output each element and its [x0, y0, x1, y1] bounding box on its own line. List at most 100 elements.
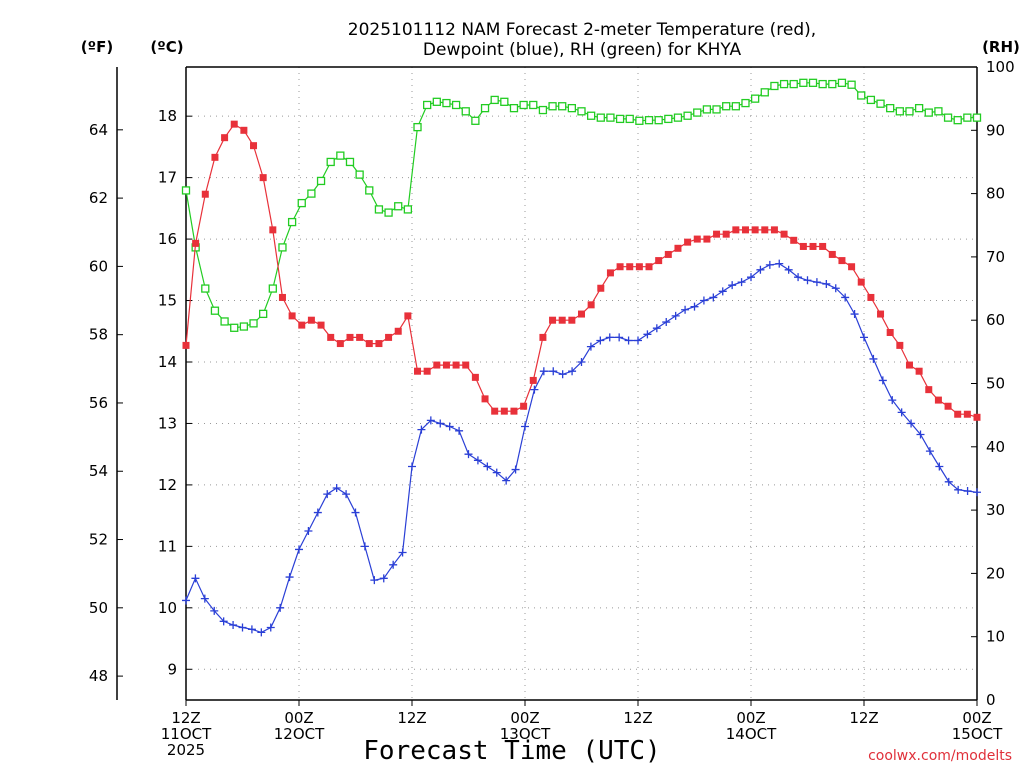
rh-point [741, 98, 750, 108]
temperature-point [201, 190, 209, 198]
rh-point [316, 176, 326, 186]
temperature-point [761, 226, 769, 234]
dewpoint-point [699, 296, 708, 305]
temperature-point [298, 321, 306, 329]
temperature-point [500, 407, 508, 415]
rh-point [336, 151, 345, 160]
dewpoint-point [502, 476, 511, 485]
rh-point [760, 88, 769, 97]
temperature-point [481, 395, 489, 403]
credit-text: coolwx.com/modelts [868, 748, 1012, 764]
dewpoint-point [586, 342, 595, 351]
celsius-tick-label: 14 [158, 353, 177, 371]
temperature-point [452, 361, 460, 369]
temperature-point [944, 402, 952, 410]
x-tick-label: 12Z [171, 709, 200, 727]
temperature-point [471, 373, 479, 381]
rh-tick-label: 90 [986, 121, 1005, 139]
rh-point [847, 80, 856, 89]
rh-point [683, 111, 692, 120]
dewpoint-point [624, 336, 633, 345]
dewpoint-point [737, 278, 746, 287]
rh-point [615, 114, 625, 124]
dewpoint-point [756, 265, 765, 274]
dewpoint-point [652, 324, 661, 333]
dewpoint-point [426, 416, 435, 425]
temperature-point [375, 340, 383, 348]
temperature-point [655, 257, 663, 265]
temperature-point [703, 235, 711, 243]
temperature-point [539, 333, 547, 341]
dewpoint-point [304, 526, 313, 535]
x-tick-label: 12Z [623, 709, 652, 727]
temperature-point [491, 407, 499, 415]
rh-point [586, 111, 596, 120]
dewpoint-point [229, 621, 238, 630]
dewpoint-point [596, 336, 605, 345]
temperature-point [819, 242, 827, 250]
rh-point [181, 186, 191, 195]
temperature-point [770, 226, 778, 234]
temperature-point [568, 316, 576, 324]
temperature-point [240, 126, 248, 134]
temperature-point [713, 230, 721, 238]
rh-point [519, 100, 528, 110]
dewpoint-point [379, 574, 388, 583]
dewpoint-point [191, 574, 200, 583]
temperature-point [693, 235, 701, 243]
dewpoint-point [765, 260, 774, 269]
dewpoint-point [973, 488, 981, 497]
axes [116, 66, 978, 706]
temperature-point [674, 244, 682, 252]
temperature-point [404, 312, 412, 320]
temperature-point [896, 341, 904, 349]
rh-point [210, 306, 220, 315]
dewpoint-point [247, 625, 256, 634]
temperature-point [790, 236, 798, 244]
rh-tick-label: 60 [986, 311, 1005, 329]
temperature-point [722, 230, 730, 238]
temperature-point [886, 328, 894, 336]
celsius-unit-label: (ºC) [150, 38, 183, 56]
rh-point [297, 198, 306, 208]
rh-tick-label: 100 [986, 58, 1015, 76]
rh-point [230, 323, 239, 332]
rh-tick-label: 0 [986, 691, 996, 709]
rh-point [963, 113, 972, 122]
temperature-point [365, 340, 373, 348]
dewpoint-point [266, 623, 275, 632]
gridlines [186, 67, 977, 700]
rh-point [480, 103, 490, 113]
dewpoint-series [182, 259, 981, 637]
dewpoint-point [907, 419, 916, 428]
rh-point [779, 79, 789, 89]
dewpoint-point [332, 483, 341, 492]
temperature-point [442, 361, 450, 369]
temperature-point [857, 278, 865, 286]
fahrenheit-tick-label: 48 [89, 667, 108, 685]
rh-point [673, 113, 683, 122]
dewpoint-point [615, 333, 624, 342]
fahrenheit-tick-label: 58 [89, 326, 108, 344]
x-tick-label: 2025 [167, 741, 205, 759]
rh-point [934, 107, 943, 116]
rh-point [490, 95, 499, 105]
dewpoint-point [549, 367, 558, 376]
dewpoint-point [728, 281, 737, 290]
dewpoint-point [671, 311, 680, 320]
dewpoint-point [200, 594, 209, 603]
dewpoint-point [257, 628, 266, 637]
dewpoint-point [841, 293, 850, 302]
rh-point [876, 99, 885, 108]
celsius-tick-label: 11 [158, 537, 177, 555]
temperature-point [645, 263, 653, 271]
temperature-point [385, 333, 393, 341]
rh-point [365, 186, 374, 195]
rh-point [268, 284, 277, 293]
dewpoint-point [925, 447, 934, 456]
temperature-point [848, 263, 856, 271]
rh-point [693, 108, 702, 117]
rh-point [625, 114, 634, 124]
temperature-point [230, 120, 238, 128]
rh-point [972, 113, 982, 122]
